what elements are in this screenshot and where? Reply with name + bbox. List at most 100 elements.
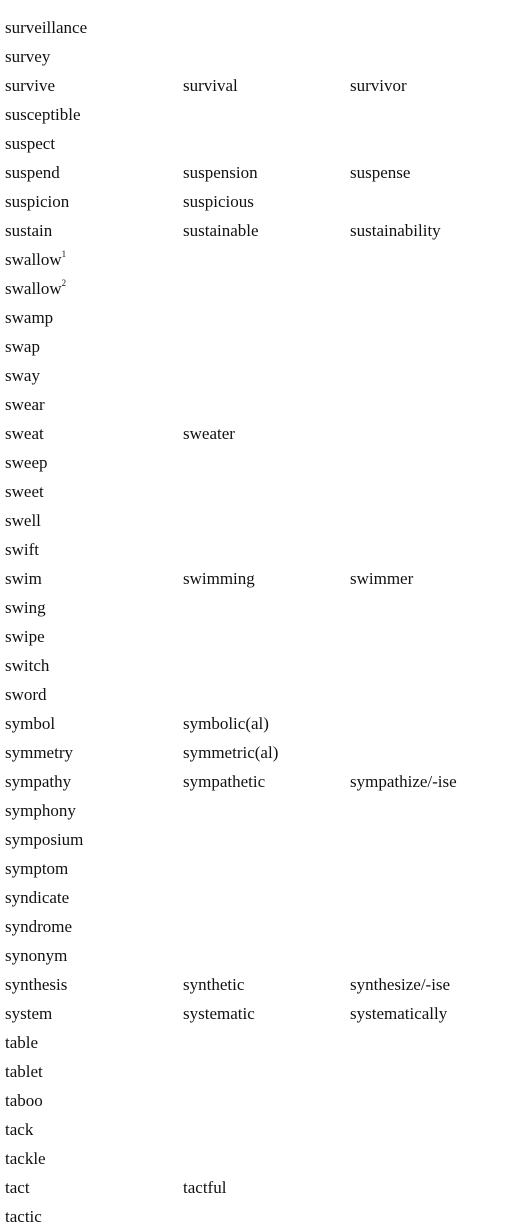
word-text: survive [5,76,56,95]
word-row: suspicion suspicious [5,187,515,216]
headword: symmetry [5,738,73,767]
headword: swap [5,332,40,361]
headword: susceptible [5,100,81,129]
derived-word: sympathetic [183,767,265,796]
word-text: systematically [350,1004,448,1023]
word-row: tackle [5,1144,515,1173]
derived-word: survival [183,71,238,100]
derived-word: systematic [183,999,255,1028]
word-row: suspend suspension suspense [5,158,515,187]
word-row: swallow2 [5,274,515,303]
word-row: sweat sweater [5,419,515,448]
word-text: taboo [5,1091,43,1110]
word-text: swallow [5,279,62,298]
derived-word: swimmer [350,564,413,593]
headword: swallow2 [5,274,66,303]
word-row: symbol symbolic(al) [5,709,515,738]
derived-word: suspicious [183,187,254,216]
derived-word: symbolic(al) [183,709,269,738]
headword: sympathy [5,767,71,796]
word-text: systematic [183,1004,255,1023]
word-text: sword [5,685,47,704]
word-text: synonym [5,946,68,965]
word-row: system systematic systematically [5,999,515,1028]
word-row: swift [5,535,515,564]
word-text: swimming [183,569,255,588]
derived-word: survivor [350,71,407,100]
headword: sweep [5,448,47,477]
word-row: swallow1 [5,245,515,274]
derived-word: synthetic [183,970,244,999]
headword: swear [5,390,45,419]
word-row: survive survival survivor [5,71,515,100]
derived-word: swimming [183,564,255,593]
word-text: switch [5,656,50,675]
word-text: suspend [5,163,60,182]
headword: synthesis [5,970,67,999]
headword: sweet [5,477,44,506]
word-text: sympathetic [183,772,266,791]
derived-word: sustainable [183,216,259,245]
word-row: swamp [5,303,515,332]
word-text: swell [5,511,41,530]
word-text: synthesis [5,975,68,994]
word-text: syndicate [5,888,70,907]
word-text: sweater [183,424,235,443]
headword: swamp [5,303,53,332]
word-text: synthesize/-ise [350,975,451,994]
headword: switch [5,651,49,680]
word-text: swallow [5,250,62,269]
word-text: suspicious [183,192,254,211]
word-text: sympathize/-ise [350,772,457,791]
derived-word: sweater [183,419,235,448]
word-text: sweep [5,453,48,472]
derived-word: suspense [350,158,410,187]
headword: system [5,999,52,1028]
word-row: swing [5,593,515,622]
word-text: swimmer [350,569,414,588]
word-text: symposium [5,830,84,849]
word-text: swamp [5,308,54,327]
headword: survey [5,42,50,71]
headword: sword [5,680,47,709]
word-row: swim swimming swimmer [5,564,515,593]
derived-word: sustainability [350,216,441,245]
word-text: synthetic [183,975,245,994]
word-row: sway [5,361,515,390]
word-text: syndrome [5,917,73,936]
word-row: table [5,1028,515,1057]
headword: symposium [5,825,83,854]
word-text: sustain [5,221,53,240]
word-text: sustainable [183,221,259,240]
word-row: symmetry symmetric(al) [5,738,515,767]
derived-word: tactful [183,1173,226,1202]
word-row: synthesis synthetic synthesize/-ise [5,970,515,999]
headword: swing [5,593,46,622]
headword: tackle [5,1144,46,1173]
homonym-index: 1 [61,249,67,260]
headword: swell [5,506,41,535]
headword: swim [5,564,42,593]
word-text: system [5,1004,53,1023]
headword: symbol [5,709,55,738]
word-list: surveillance survey survive survival survivo… [5,13,515,1231]
word-row: surveillance [5,13,515,42]
headword: sustain [5,216,52,245]
word-row: suspect [5,129,515,158]
derived-word: synthesize/-ise [350,970,450,999]
headword: tact [5,1173,30,1202]
word-row: swear [5,390,515,419]
word-text: sweet [5,482,44,501]
headword: swift [5,535,39,564]
word-text: suspect [5,134,56,153]
headword: suspicion [5,187,69,216]
word-text: swift [5,540,39,559]
headword: tablet [5,1057,43,1086]
word-row: symptom [5,854,515,883]
word-text: tackle [5,1149,46,1168]
word-row: symphony [5,796,515,825]
headword: taboo [5,1086,43,1115]
word-text: symptom [5,859,69,878]
word-text: suspension [183,163,258,182]
word-text: suspicion [5,192,70,211]
